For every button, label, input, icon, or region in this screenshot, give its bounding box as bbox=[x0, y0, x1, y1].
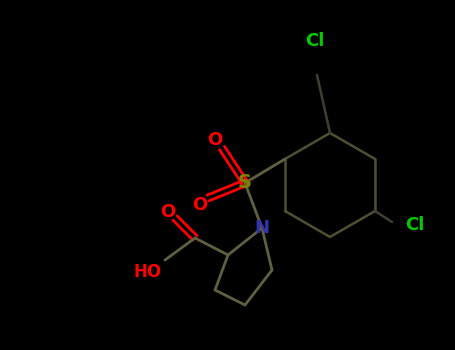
Text: Cl: Cl bbox=[405, 216, 425, 234]
Text: N: N bbox=[254, 219, 269, 237]
Text: HO: HO bbox=[134, 263, 162, 281]
Text: Cl: Cl bbox=[305, 32, 325, 50]
Text: O: O bbox=[192, 196, 207, 214]
Text: O: O bbox=[160, 203, 176, 221]
Text: O: O bbox=[207, 131, 222, 149]
Text: S: S bbox=[238, 174, 252, 192]
